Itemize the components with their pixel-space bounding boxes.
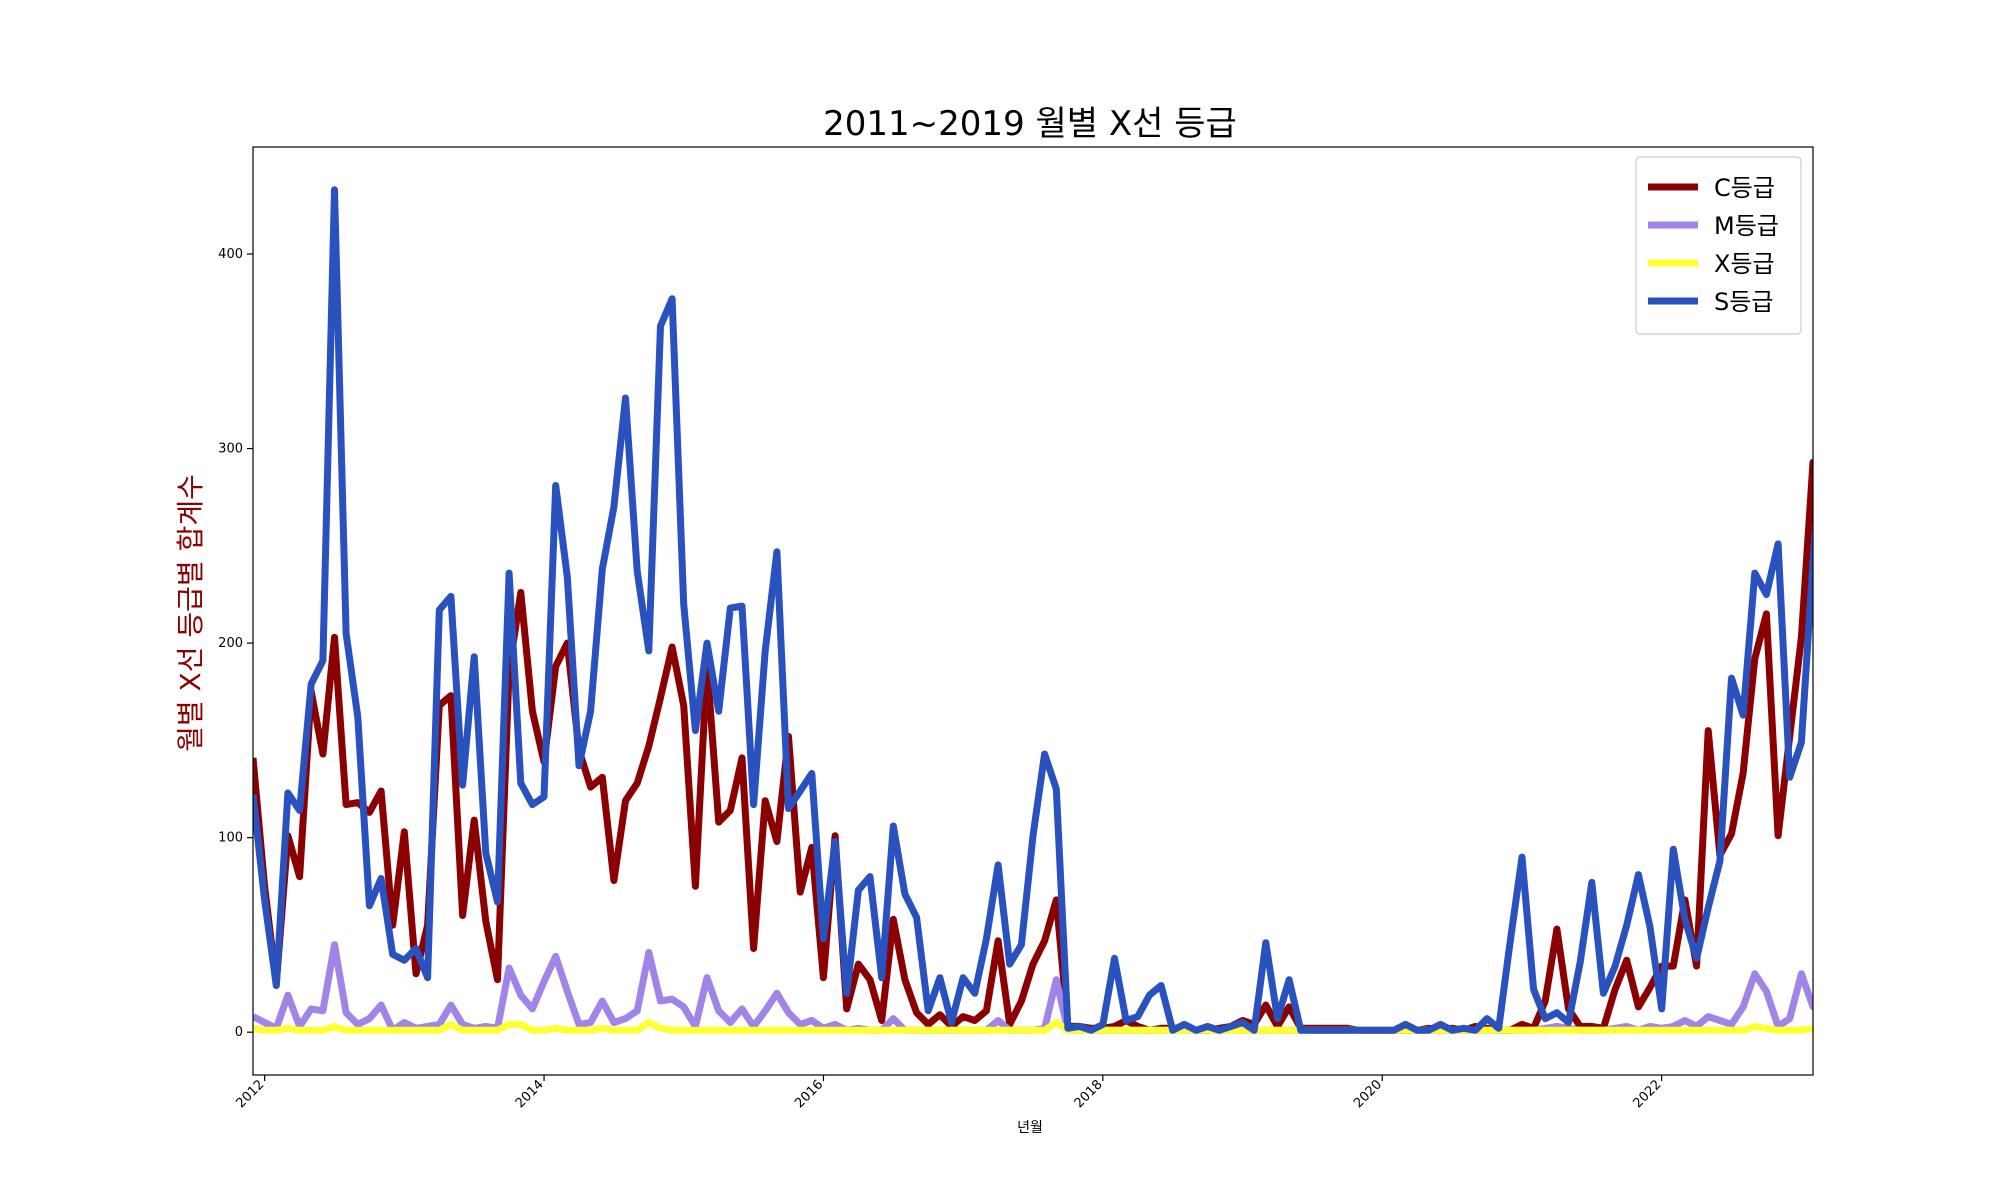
series-line-0 — [253, 458, 1813, 1034]
x-tick-label: 2012 — [233, 1077, 267, 1111]
x-tick-label: 2016 — [792, 1077, 826, 1111]
chart-title: 2011~2019 월별 X선 등급 — [823, 104, 1237, 144]
x-axis-label: 년월 — [1017, 1120, 1043, 1136]
y-tick-label: 100 — [218, 831, 243, 846]
legend-label-1: M등급 — [1714, 212, 1779, 240]
legend-label-2: X등급 — [1714, 250, 1775, 278]
y-tick-label: 400 — [218, 247, 243, 262]
y-tick-label: 300 — [218, 442, 243, 457]
legend-label-0: C등급 — [1714, 174, 1775, 202]
legend-box — [1635, 156, 1802, 335]
x-tick-label: 2020 — [1351, 1077, 1385, 1111]
axis-layer: 0 100 200 300 400 2012 2014 2016 2018 2020 2022 — [218, 146, 1814, 1111]
x-tick-label: 2022 — [1630, 1077, 1664, 1111]
x-tick-label: 2014 — [513, 1077, 547, 1111]
plot-frame — [252, 146, 1814, 1076]
legend: C등급 M등급 X등급 S등급 — [1635, 156, 1802, 335]
x-tick-label: 2018 — [1072, 1077, 1106, 1111]
legend-label-3: S등급 — [1714, 288, 1773, 316]
y-tick-label: 200 — [218, 636, 243, 651]
y-tick-label: 0 — [235, 1025, 243, 1040]
series-line-3 — [253, 186, 1813, 1034]
y-axis-label: 월별 X선 등급별 합계수 — [174, 474, 207, 752]
series-layer — [253, 186, 1813, 1034]
